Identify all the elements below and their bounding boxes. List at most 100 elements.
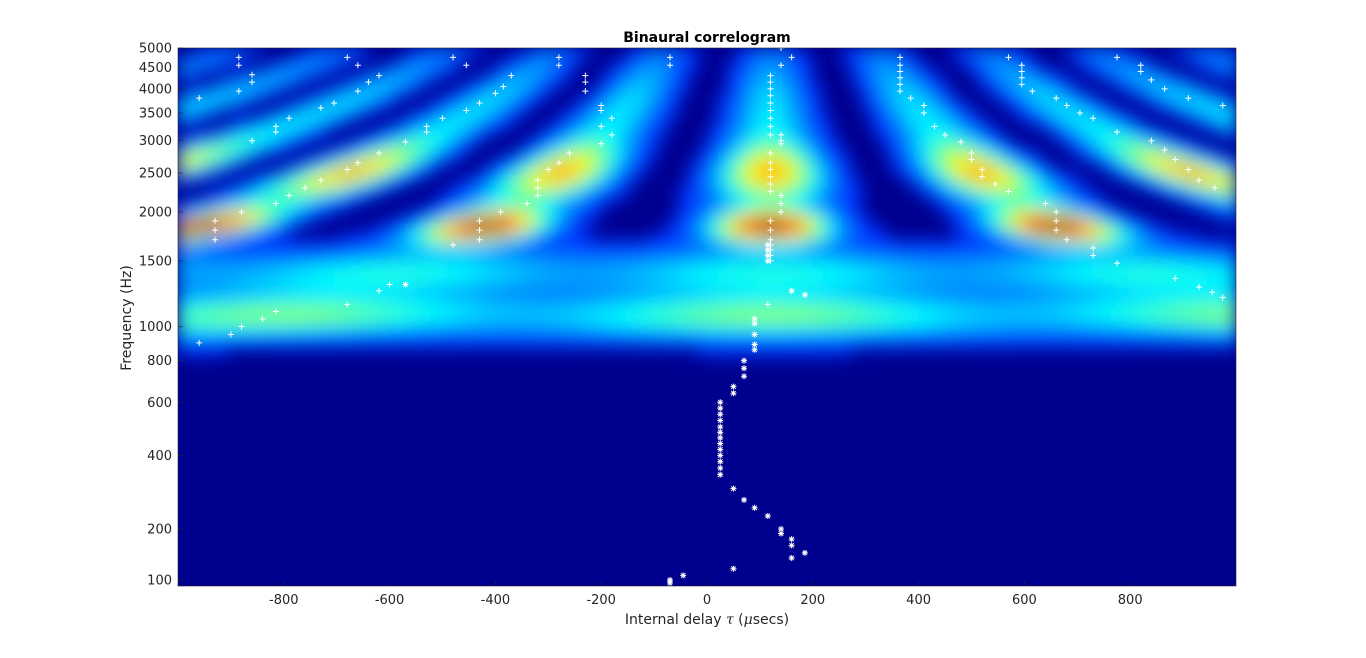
heat-cell: [601, 124, 612, 134]
heat-cell: [976, 140, 987, 149]
heat-cell: [745, 186, 757, 195]
heat-cell: [351, 301, 362, 311]
heat-cell: [216, 309, 228, 318]
heat-cell: [1168, 332, 1180, 342]
heat-cell: [860, 55, 872, 65]
heat-cell: [495, 301, 506, 311]
heat-cell: [707, 147, 718, 157]
heat-cell: [331, 178, 343, 188]
heat-cell: [995, 86, 1007, 96]
heat-cell: [235, 155, 247, 165]
plus-marker: [767, 92, 774, 99]
heat-cell: [812, 178, 824, 188]
heat-cell: [735, 278, 747, 288]
heat-cell: [909, 155, 920, 165]
heat-cell: [428, 317, 439, 326]
heat-cell: [1130, 78, 1141, 88]
heat-cell: [1014, 270, 1026, 280]
heat-cell: [1101, 340, 1112, 349]
heat-cell: [283, 63, 295, 73]
heat-cell: [745, 347, 757, 357]
heat-cell: [716, 347, 728, 357]
heat-cell: [966, 48, 978, 57]
heat-cell: [1043, 101, 1055, 111]
heat-cell: [1197, 55, 1209, 65]
plus-marker: [212, 227, 219, 234]
heat-cell: [1034, 171, 1045, 180]
heat-cell: [456, 224, 468, 234]
y-tick-label: 600: [147, 396, 172, 411]
plus-marker: [1053, 209, 1060, 216]
heat-cell: [697, 194, 708, 203]
heat-cell: [783, 263, 795, 272]
heat-cell: [774, 86, 785, 96]
heat-cell: [274, 324, 285, 334]
heat-cell: [966, 293, 978, 303]
heat-cell: [870, 247, 882, 257]
heat-cell: [341, 255, 353, 265]
heat-cell: [1197, 301, 1209, 311]
heat-cell: [774, 240, 785, 249]
heat-cell: [331, 171, 343, 180]
heat-cell: [687, 263, 699, 272]
heat-cell: [976, 186, 987, 195]
heat-cell: [543, 317, 555, 326]
heat-cell: [562, 194, 574, 203]
heat-cell: [447, 332, 458, 342]
heat-cell: [178, 240, 189, 249]
heat-cell: [860, 48, 872, 57]
heat-cell: [899, 147, 910, 157]
heat-cell: [841, 194, 853, 203]
heat-cell: [668, 247, 680, 257]
heat-cell: [726, 94, 737, 103]
heat-cell: [1062, 48, 1074, 57]
heat-cell: [1034, 194, 1045, 203]
heat-cell: [591, 86, 603, 96]
heat-cell: [495, 178, 506, 188]
heat-cell: [476, 240, 487, 249]
heat-cell: [562, 163, 574, 172]
heat-cell: [764, 340, 776, 349]
heat-cell: [389, 171, 401, 180]
plus-marker: [767, 159, 774, 166]
heat-cell: [505, 86, 516, 96]
plus-marker: [1005, 188, 1012, 195]
heat-cell: [466, 48, 478, 57]
heat-cell: [630, 324, 641, 334]
heat-cell: [947, 270, 959, 280]
star-marker: [764, 257, 771, 264]
heat-cell: [976, 263, 987, 272]
heat-cell: [495, 86, 506, 96]
heat-cell: [601, 178, 612, 188]
heat-cell: [591, 186, 603, 195]
heat-cell: [505, 155, 516, 165]
heat-cell: [408, 63, 420, 73]
heat-cell: [1149, 270, 1160, 280]
heat-cell: [533, 71, 545, 80]
heat-cell: [351, 194, 362, 203]
heat-cell: [707, 309, 718, 318]
star-marker: [778, 525, 785, 532]
heat-cell: [1207, 86, 1218, 96]
heat-cell: [668, 263, 680, 272]
heat-cell: [755, 217, 766, 226]
heat-cell: [360, 186, 372, 195]
heat-cell: [1072, 48, 1084, 57]
heat-cell: [1207, 94, 1218, 103]
star-marker: [402, 281, 409, 288]
heat-cell: [303, 217, 314, 226]
plus-marker: [196, 339, 203, 346]
heat-cell: [408, 240, 420, 249]
heat-cell: [1101, 147, 1112, 157]
heat-cell: [351, 163, 362, 172]
heat-cell: [995, 55, 1007, 65]
heat-cell: [649, 63, 660, 73]
heat-cell: [726, 71, 737, 80]
heat-cell: [408, 71, 420, 80]
heat-cell: [408, 293, 420, 303]
y-axis-label: Frequency (Hz): [119, 265, 135, 371]
heat-cell: [985, 63, 997, 73]
heat-cell: [553, 48, 564, 57]
heat-cell: [254, 201, 266, 211]
heat-cell: [370, 78, 381, 88]
